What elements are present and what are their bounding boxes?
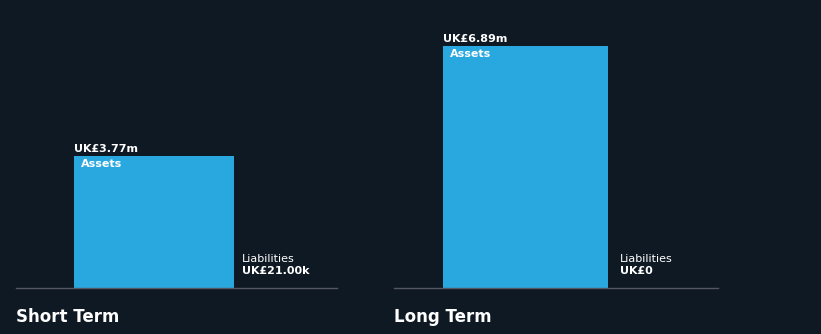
Text: Short Term: Short Term xyxy=(16,308,120,326)
Text: UK£0: UK£0 xyxy=(620,266,653,276)
Text: Assets: Assets xyxy=(80,159,122,169)
Bar xyxy=(443,46,608,288)
Text: Liabilities: Liabilities xyxy=(620,254,672,264)
Text: UK£3.77m: UK£3.77m xyxy=(74,144,138,154)
Text: Liabilities: Liabilities xyxy=(242,254,295,264)
Text: Assets: Assets xyxy=(450,49,491,59)
Text: Long Term: Long Term xyxy=(394,308,492,326)
Text: UK£6.89m: UK£6.89m xyxy=(443,34,507,44)
Text: UK£21.00k: UK£21.00k xyxy=(242,266,310,276)
Bar xyxy=(74,156,234,288)
